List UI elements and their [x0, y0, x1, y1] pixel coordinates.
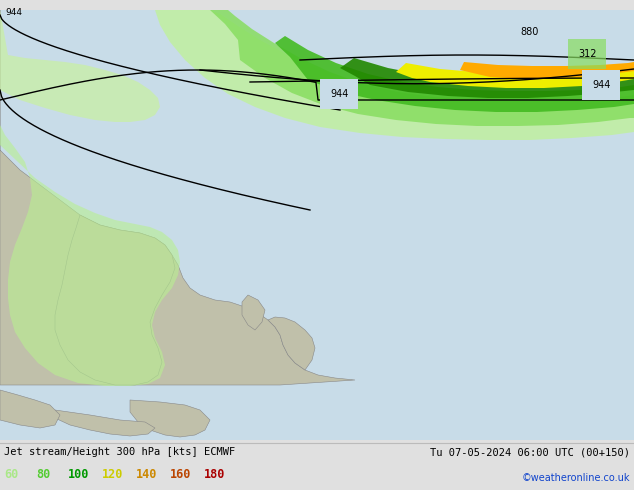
Polygon shape — [55, 215, 175, 385]
Text: 160: 160 — [170, 467, 191, 481]
Polygon shape — [460, 62, 634, 79]
Text: 180: 180 — [204, 467, 225, 481]
Polygon shape — [0, 10, 355, 385]
Text: Jet stream/Height 300 hPa [kts] ECMWF: Jet stream/Height 300 hPa [kts] ECMWF — [4, 447, 235, 457]
Text: 80: 80 — [36, 467, 50, 481]
Polygon shape — [130, 400, 210, 437]
Polygon shape — [275, 36, 634, 112]
Text: 140: 140 — [136, 467, 157, 481]
Text: 312: 312 — [578, 49, 597, 59]
Text: 100: 100 — [68, 467, 89, 481]
Polygon shape — [242, 295, 265, 330]
Text: ©weatheronline.co.uk: ©weatheronline.co.uk — [522, 473, 630, 483]
Polygon shape — [340, 58, 634, 98]
Polygon shape — [210, 10, 634, 126]
Polygon shape — [396, 63, 634, 88]
Polygon shape — [0, 390, 60, 428]
Text: Tu 07-05-2024 06:00 UTC (00+150): Tu 07-05-2024 06:00 UTC (00+150) — [430, 447, 630, 457]
Text: 944: 944 — [5, 8, 22, 17]
Polygon shape — [0, 10, 160, 122]
Polygon shape — [268, 317, 315, 370]
Text: 120: 120 — [102, 467, 124, 481]
Polygon shape — [0, 10, 180, 386]
Text: 944: 944 — [592, 80, 611, 90]
Polygon shape — [55, 410, 155, 436]
Text: 880: 880 — [520, 27, 538, 37]
Polygon shape — [155, 10, 634, 140]
Text: 60: 60 — [4, 467, 18, 481]
Text: 944: 944 — [330, 89, 348, 99]
